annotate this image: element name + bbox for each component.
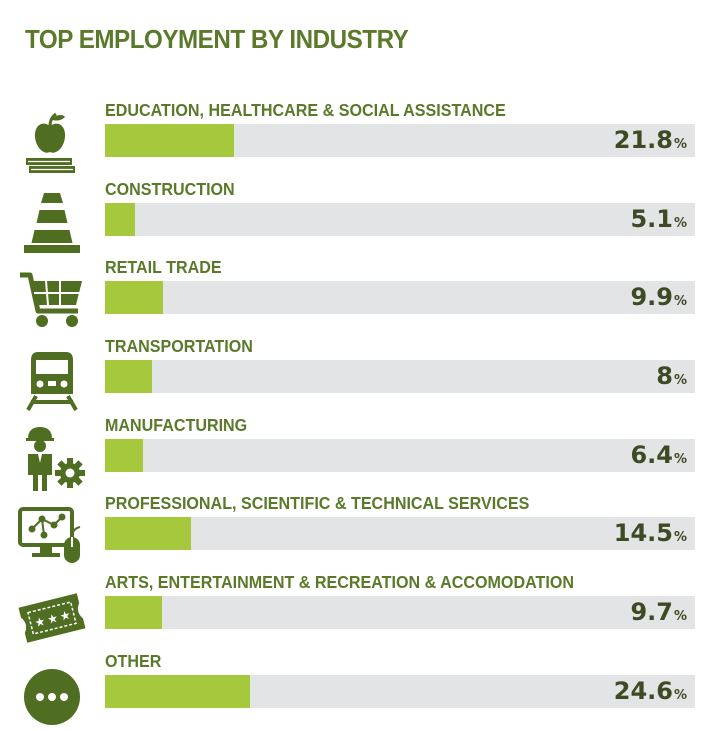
ticket-stars-icon: ★ ★ ★ — [16, 580, 88, 652]
bar-track: 5.1% — [105, 203, 695, 236]
category-label: ARTS, ENTERTAINMENT & RECREATION & ACCOM… — [105, 572, 574, 592]
value-number: 5.1 — [630, 205, 673, 233]
category-label: EDUCATION, HEALTHCARE & SOCIAL ASSISTANC… — [105, 100, 506, 120]
more-dots-icon — [16, 659, 88, 731]
train-icon — [16, 344, 88, 416]
value-number: 14.5 — [613, 519, 673, 547]
bar-fill — [105, 281, 164, 314]
bar-row: CONSTRUCTION 5.1% — [0, 179, 721, 259]
value-label: 24.6% — [614, 675, 687, 708]
svg-text:★: ★ — [33, 614, 47, 630]
value-label: 6.4% — [630, 439, 687, 472]
percent-sign: % — [673, 137, 687, 152]
shopping-cart-icon — [16, 265, 88, 337]
bar-row: TRANSPORTATION 8% — [0, 336, 721, 416]
percent-sign: % — [673, 530, 687, 545]
bar-track: 9.7% — [105, 596, 695, 629]
value-label: 8% — [656, 360, 687, 393]
bar-track: 8% — [105, 360, 695, 393]
bar-fill — [105, 596, 163, 629]
category-label: TRANSPORTATION — [105, 336, 253, 356]
percent-sign: % — [673, 216, 687, 231]
percent-sign: % — [673, 373, 687, 388]
category-label: PROFESSIONAL, SCIENTIFIC & TECHNICAL SER… — [105, 493, 530, 513]
bar-fill — [105, 360, 153, 393]
bar-fill — [105, 203, 136, 236]
value-label: 14.5% — [614, 517, 687, 550]
bar-row: MANUFACTURING 6.4% — [0, 415, 721, 495]
bar-fill — [105, 517, 191, 550]
value-label: 9.7% — [630, 596, 687, 629]
percent-sign: % — [673, 452, 687, 467]
svg-text:★: ★ — [58, 608, 72, 624]
value-number: 21.8 — [613, 126, 673, 154]
bar-track: 9.9% — [105, 281, 695, 314]
percent-sign: % — [673, 688, 687, 703]
worker-gear-icon — [16, 423, 88, 495]
bar-track: 14.5% — [105, 517, 695, 550]
bar-row: EDUCATION, HEALTHCARE & SOCIAL ASSISTANC… — [0, 100, 721, 180]
chart-title: TOP EMPLOYMENT BY INDUSTRY — [25, 24, 409, 54]
bar-fill — [105, 439, 143, 472]
traffic-cone-icon — [16, 187, 88, 259]
bar-row: PROFESSIONAL, SCIENTIFIC & TECHNICAL SER… — [0, 493, 721, 573]
computer-network-icon — [16, 501, 88, 573]
svg-text:★: ★ — [46, 611, 60, 627]
apple-books-icon — [16, 108, 88, 180]
value-number: 9.7 — [630, 598, 673, 626]
percent-sign: % — [673, 609, 687, 624]
value-label: 21.8% — [614, 124, 687, 157]
bar-row: RETAIL TRADE 9.9% — [0, 257, 721, 337]
value-number: 6.4 — [630, 441, 673, 469]
value-label: 5.1% — [630, 203, 687, 236]
value-number: 24.6 — [613, 677, 673, 705]
bar-row: OTHER 24.6% — [0, 651, 721, 731]
bar-track: 21.8% — [105, 124, 695, 157]
value-number: 8 — [656, 362, 673, 390]
value-label: 9.9% — [630, 281, 687, 314]
bar-fill — [105, 675, 251, 708]
value-number: 9.9 — [630, 283, 673, 311]
bar-row: ★ ★ ★ ARTS, ENTERTAINMENT & RECREATION & AC… — [0, 572, 721, 652]
bar-track: 24.6% — [105, 675, 695, 708]
category-label: OTHER — [105, 651, 162, 671]
category-label: RETAIL TRADE — [105, 257, 222, 277]
bar-track: 6.4% — [105, 439, 695, 472]
category-label: CONSTRUCTION — [105, 179, 235, 199]
bar-fill — [105, 124, 234, 157]
percent-sign: % — [673, 294, 687, 309]
category-label: MANUFACTURING — [105, 415, 248, 435]
